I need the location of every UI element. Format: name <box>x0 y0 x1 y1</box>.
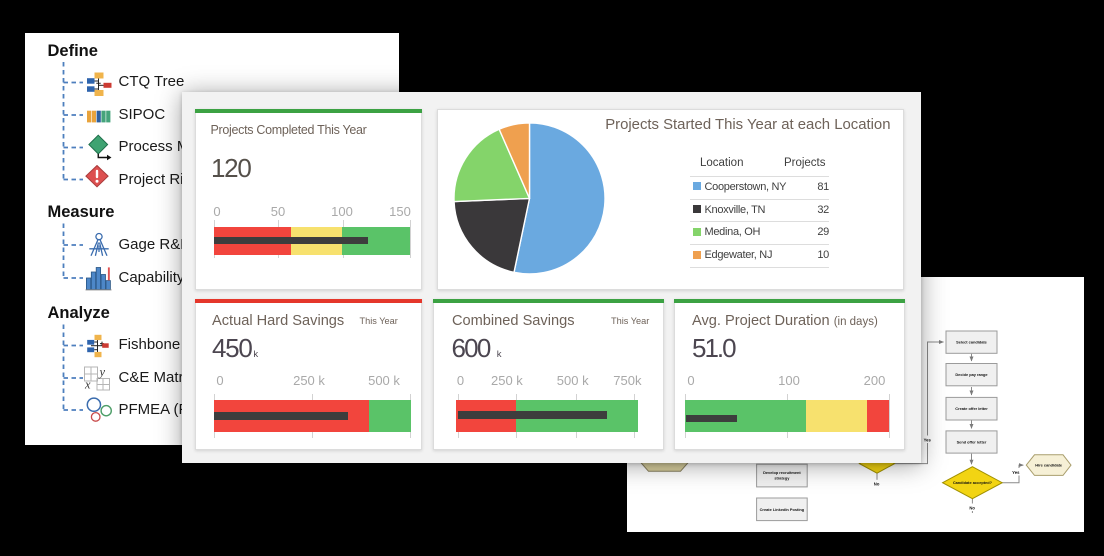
svg-text:No: No <box>969 505 975 510</box>
svg-text:Yes: Yes <box>924 437 932 442</box>
svg-text:No: No <box>874 481 880 486</box>
svg-text:x: x <box>84 378 91 392</box>
svg-text:y: y <box>98 365 106 379</box>
svg-text:Create LinkedIn Posting: Create LinkedIn Posting <box>760 507 805 512</box>
svg-text:Create offer letter: Create offer letter <box>955 406 988 411</box>
svg-text:Hire candidate: Hire candidate <box>1035 463 1063 468</box>
svg-text:Yes: Yes <box>1012 470 1020 475</box>
svg-text:Decide pay range: Decide pay range <box>955 372 988 377</box>
svg-text:Candidate accepted?: Candidate accepted? <box>953 480 993 485</box>
svg-text:Select candidate: Select candidate <box>956 340 988 345</box>
svg-text:Send offer letter: Send offer letter <box>957 440 987 445</box>
svg-text:strategy: strategy <box>774 475 790 480</box>
svg-text:Develop recruitment: Develop recruitment <box>763 470 801 475</box>
